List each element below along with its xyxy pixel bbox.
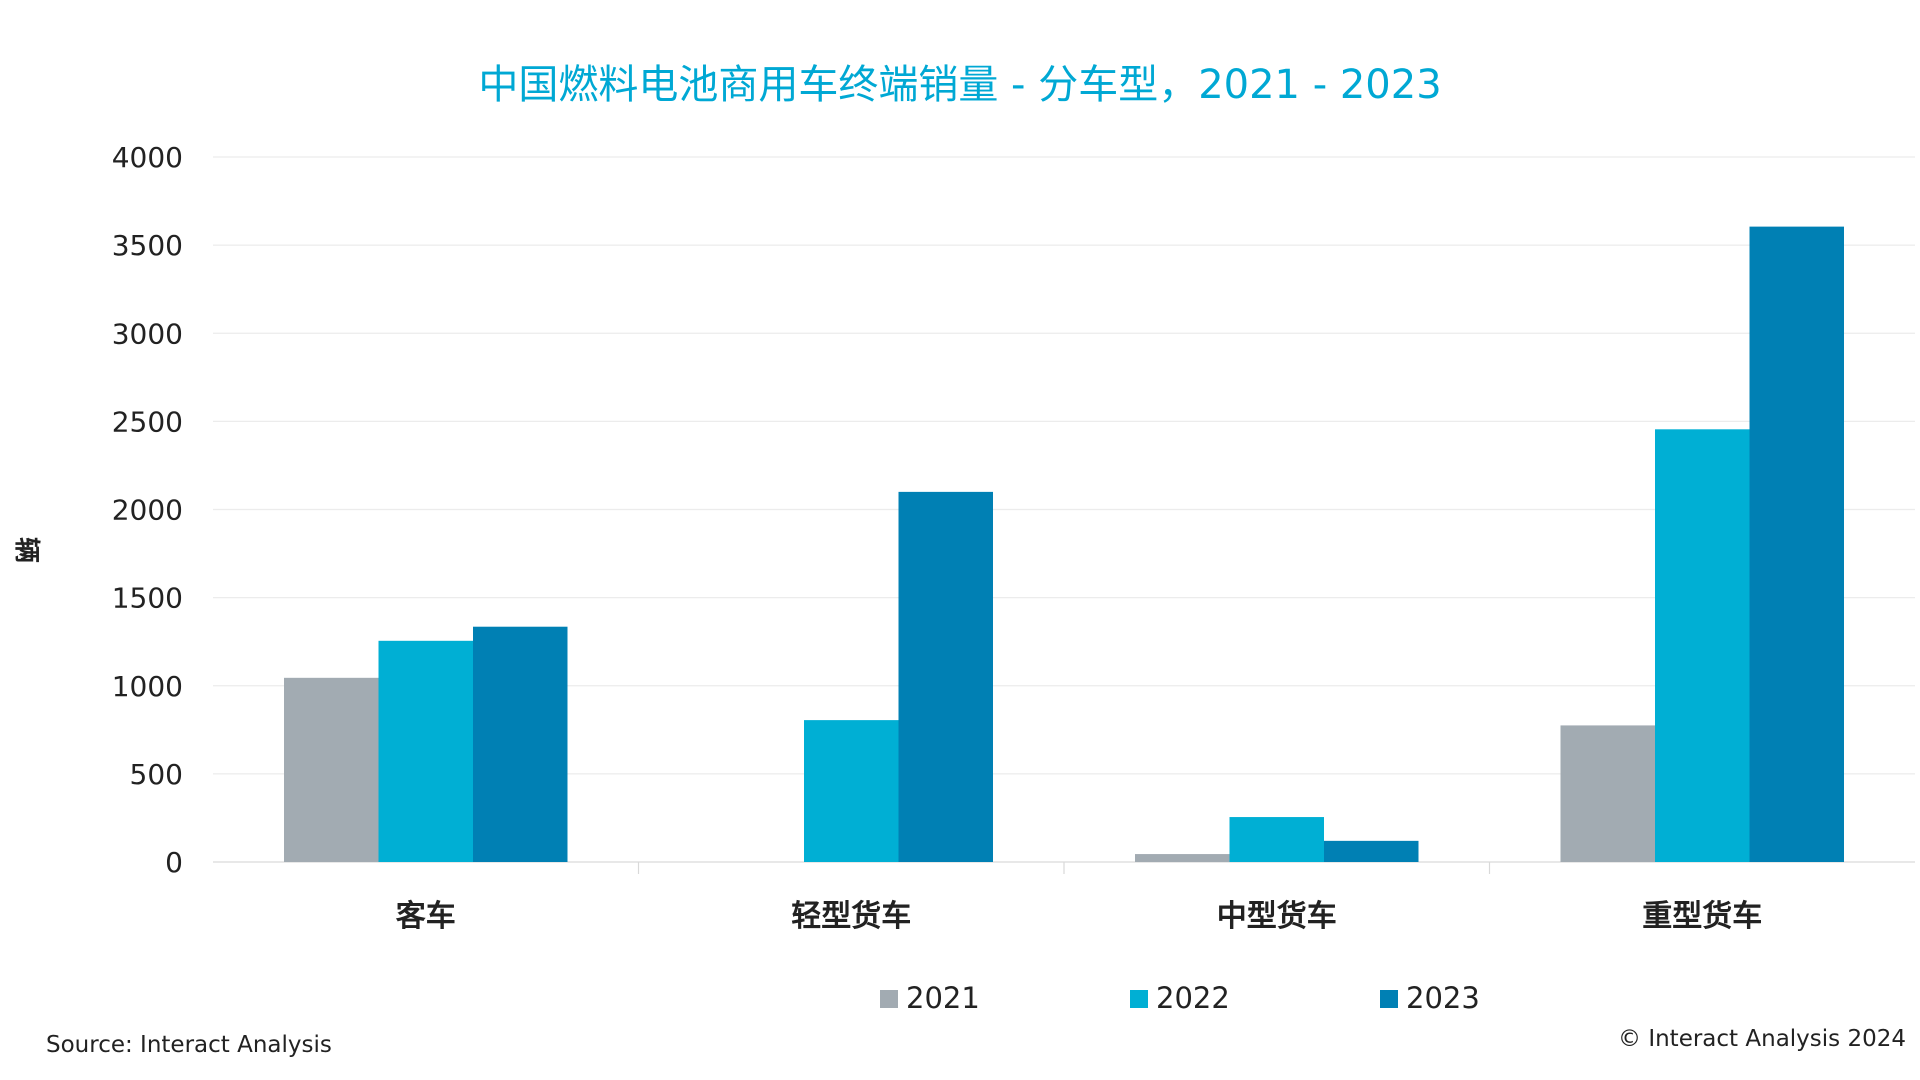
source-note: Source: Interact Analysis bbox=[46, 1032, 332, 1058]
x-tick-label: 客车 bbox=[396, 899, 456, 934]
legend-label: 2023 bbox=[1406, 981, 1480, 1015]
y-tick-label: 2000 bbox=[112, 494, 183, 527]
bar bbox=[1560, 725, 1655, 862]
y-tick-label: 1500 bbox=[112, 582, 183, 615]
y-tick-label: 2500 bbox=[112, 405, 183, 438]
x-tick-label: 轻型货车 bbox=[791, 899, 911, 934]
y-tick-label: 1000 bbox=[112, 670, 183, 703]
bar bbox=[473, 626, 568, 862]
bar bbox=[378, 640, 473, 862]
legend-label: 2022 bbox=[1156, 981, 1230, 1015]
bar bbox=[1749, 226, 1844, 862]
bar bbox=[898, 491, 993, 862]
legend-swatch bbox=[1130, 990, 1148, 1008]
y-tick-label: 4000 bbox=[112, 141, 183, 174]
y-tick-label: 3000 bbox=[112, 317, 183, 350]
bar bbox=[1324, 840, 1419, 862]
x-tick-label: 重型货车 bbox=[1642, 899, 1762, 934]
bar bbox=[1135, 854, 1230, 862]
chart-title: 中国燃料电池商用车终端销量 - 分车型，2021 - 2023 bbox=[478, 62, 1442, 108]
y-tick-label: 0 bbox=[165, 846, 183, 879]
bar bbox=[804, 720, 899, 862]
x-tick-label: 中型货车 bbox=[1217, 899, 1337, 934]
legend-swatch bbox=[880, 990, 898, 1008]
legend-swatch bbox=[1380, 990, 1398, 1008]
bar bbox=[1655, 429, 1750, 862]
bar bbox=[284, 677, 379, 862]
copyright-note: © Interact Analysis 2024 bbox=[1618, 1026, 1906, 1052]
y-tick-label: 500 bbox=[130, 758, 183, 791]
legend-label: 2021 bbox=[906, 981, 980, 1015]
y-tick-label: 3500 bbox=[112, 229, 183, 262]
bar bbox=[1229, 817, 1324, 862]
